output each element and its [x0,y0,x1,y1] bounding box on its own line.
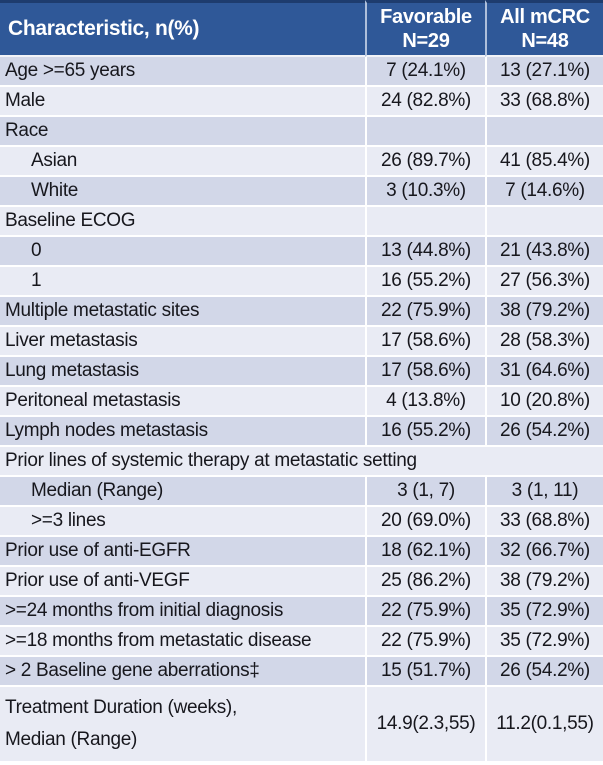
all-mcrc-value-cell: 38 (79.2%) [485,567,603,597]
table-row: 0 13 (44.8%) 21 (43.8%) [0,237,603,267]
characteristic-cell: Lung metastasis [0,357,365,387]
all-mcrc-value-cell: 31 (64.6%) [485,357,603,387]
all-mcrc-value-cell [485,207,603,237]
all-mcrc-value-cell: 7 (14.6%) [485,177,603,207]
all-mcrc-value-cell: 38 (79.2%) [485,297,603,327]
favorable-value-cell: 18 (62.1%) [365,537,485,567]
favorable-value-cell: 3 (10.3%) [365,177,485,207]
table-row: Prior use of anti-EGFR 18 (62.1%) 32 (66.7… [0,537,603,567]
all-mcrc-value-cell: 26 (54.2%) [485,657,603,687]
favorable-value-cell: 7 (24.1%) [365,57,485,87]
all-mcrc-value-cell: 21 (43.8%) [485,237,603,267]
characteristic-cell: Asian [0,147,365,177]
favorable-value-cell: 24 (82.8%) [365,87,485,117]
table-row: Prior lines of systemic therapy at metas… [0,447,603,477]
all-mcrc-value-cell: 33 (68.8%) [485,87,603,117]
favorable-value-cell: 17 (58.6%) [365,327,485,357]
favorable-value-cell: 22 (75.9%) [365,627,485,657]
favorable-value-cell: 16 (55.2%) [365,267,485,297]
characteristic-cell: Race [0,117,365,147]
table-row: >=3 lines 20 (69.0%) 33 (68.8%) [0,507,603,537]
table-row: >=18 months from metastatic disease 22 (7… [0,627,603,657]
characteristic-cell: Lymph nodes metastasis [0,417,365,447]
favorable-value-cell: 26 (89.7%) [365,147,485,177]
characteristic-line: Treatment Duration (weeks), [5,697,237,718]
all-mcrc-value-cell: 41 (85.4%) [485,147,603,177]
table-row: Treatment Duration (weeks), Median (Range… [0,687,603,763]
table-row: Multiple metastatic sites 22 (75.9%) 38 (7… [0,297,603,327]
all-mcrc-header-line2: N=48 [521,30,569,52]
characteristic-cell: >=3 lines [0,507,365,537]
favorable-value-cell: 4 (13.8%) [365,387,485,417]
characteristic-cell: Prior use of anti-EGFR [0,537,365,567]
favorable-value-cell: 15 (51.7%) [365,657,485,687]
all-mcrc-header-line1: All mCRC [500,6,590,28]
table-row: Baseline ECOG [0,207,603,237]
favorable-value-cell: 13 (44.8%) [365,237,485,267]
favorable-column-header: Favorable N=29 [365,0,485,57]
favorable-value-cell [365,207,485,237]
header-row: Characteristic, n(%) Favorable N=29 All … [0,0,603,57]
characteristic-cell: Median (Range) [0,477,365,507]
characteristic-cell: >=24 months from initial diagnosis [0,597,365,627]
favorable-header-line2: N=29 [402,30,450,52]
characteristic-cell: 0 [0,237,365,267]
favorable-header-line1: Favorable [380,6,472,28]
characteristic-cell: White [0,177,365,207]
table-row: Prior use of anti-VEGF 25 (86.2%) 38 (79.2… [0,567,603,597]
characteristic-cell: >=18 months from metastatic disease [0,627,365,657]
table-row: Lymph nodes metastasis 16 (55.2%) 26 (54.2… [0,417,603,447]
all-mcrc-value-cell: 35 (72.9%) [485,627,603,657]
all-mcrc-value-cell [485,117,603,147]
favorable-value-cell: 14.9(2.3,55) [365,687,485,763]
characteristic-cell: Multiple metastatic sites [0,297,365,327]
favorable-value-cell: 22 (75.9%) [365,597,485,627]
characteristic-cell: Liver metastasis [0,327,365,357]
characteristic-line: Median (Range) [5,729,138,750]
characteristic-cell: Male [0,87,365,117]
characteristic-cell: Treatment Duration (weeks), Median (Range… [0,687,365,763]
table-row: Race [0,117,603,147]
characteristic-cell: Age >=65 years [0,57,365,87]
table-row: Age >=65 years 7 (24.1%) 13 (27.1%) [0,57,603,87]
favorable-value-cell: 22 (75.9%) [365,297,485,327]
all-mcrc-value-cell: 26 (54.2%) [485,417,603,447]
characteristic-column-header: Characteristic, n(%) [0,0,365,57]
all-mcrc-value-cell: 11.2(0.1,55) [485,687,603,763]
all-mcrc-value-cell: 32 (66.7%) [485,537,603,567]
favorable-value-cell [365,117,485,147]
table-row: > 2 Baseline gene aberrations‡ 15 (51.7%)… [0,657,603,687]
all-mcrc-value-cell: 13 (27.1%) [485,57,603,87]
favorable-value-cell: 17 (58.6%) [365,357,485,387]
characteristic-cell: Baseline ECOG [0,207,365,237]
characteristic-cell: Peritoneal metastasis [0,387,365,417]
characteristic-cell: Prior lines of systemic therapy at metas… [0,447,603,477]
table-row: Liver metastasis 17 (58.6%) 28 (58.3%) [0,327,603,357]
all-mcrc-value-cell: 33 (68.8%) [485,507,603,537]
table-row: >=24 months from initial diagnosis 22 (75… [0,597,603,627]
characteristic-cell: 1 [0,267,365,297]
favorable-value-cell: 3 (1, 7) [365,477,485,507]
table-body: Age >=65 years 7 (24.1%) 13 (27.1%) Male 24 … [0,57,603,763]
table-row: Median (Range) 3 (1, 7) 3 (1, 11) [0,477,603,507]
characteristic-cell: Prior use of anti-VEGF [0,567,365,597]
all-mcrc-value-cell: 3 (1, 11) [485,477,603,507]
table-row: Male 24 (82.8%) 33 (68.8%) [0,87,603,117]
all-mcrc-value-cell: 10 (20.8%) [485,387,603,417]
favorable-value-cell: 16 (55.2%) [365,417,485,447]
table-row: Peritoneal metastasis 4 (13.8%) 10 (20.8%) [0,387,603,417]
characteristic-cell: > 2 Baseline gene aberrations‡ [0,657,365,687]
table-row: White 3 (10.3%) 7 (14.6%) [0,177,603,207]
table-row: Lung metastasis 17 (58.6%) 31 (64.6%) [0,357,603,387]
all-mcrc-value-cell: 35 (72.9%) [485,597,603,627]
favorable-value-cell: 25 (86.2%) [365,567,485,597]
table-row: Asian 26 (89.7%) 41 (85.4%) [0,147,603,177]
all-mcrc-column-header: All mCRC N=48 [485,0,603,57]
all-mcrc-value-cell: 27 (56.3%) [485,267,603,297]
table-row: 1 16 (55.2%) 27 (56.3%) [0,267,603,297]
favorable-value-cell: 20 (69.0%) [365,507,485,537]
all-mcrc-value-cell: 28 (58.3%) [485,327,603,357]
